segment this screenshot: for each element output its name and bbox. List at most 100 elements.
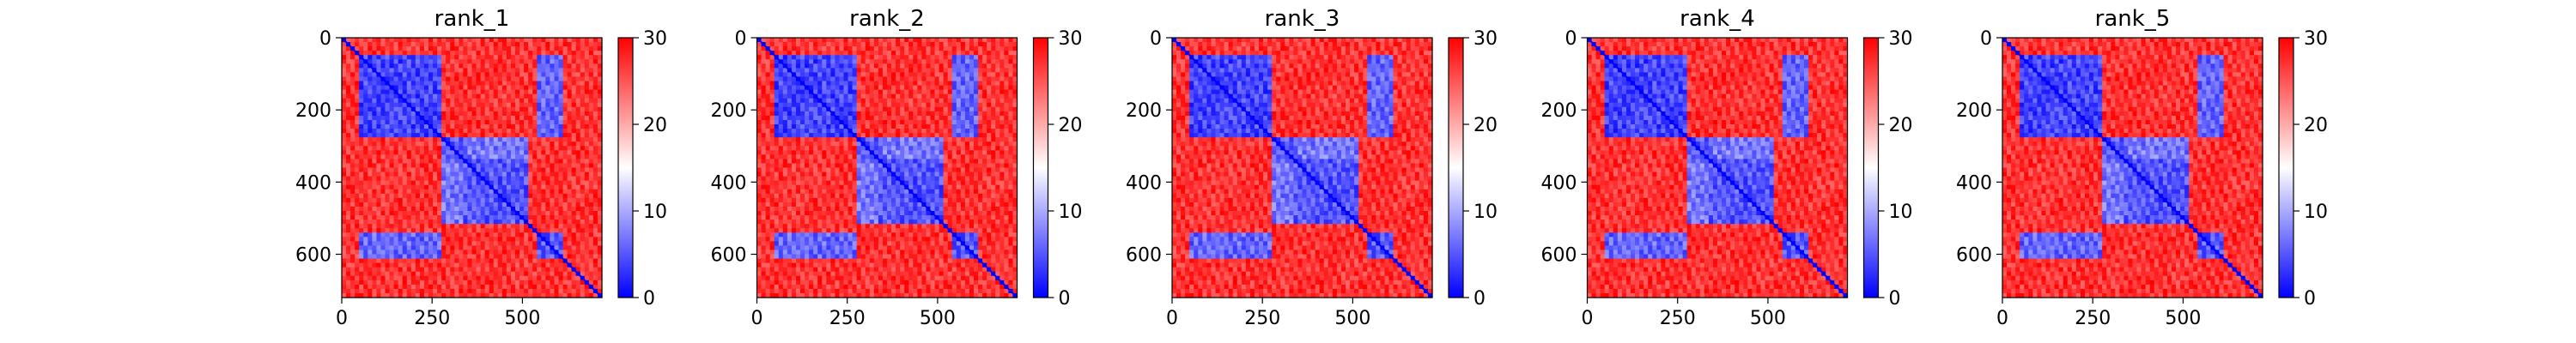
heatmap-cell bbox=[541, 46, 546, 51]
heatmap-cell bbox=[385, 267, 391, 273]
heatmap-cell bbox=[519, 197, 525, 203]
heatmap-cell bbox=[476, 98, 482, 104]
heatmap-cell bbox=[839, 38, 845, 43]
heatmap-cell bbox=[380, 241, 386, 246]
heatmap-cell bbox=[476, 93, 482, 99]
heatmap-cell bbox=[368, 51, 373, 56]
heatmap-cell bbox=[524, 258, 529, 264]
heatmap-cell bbox=[550, 38, 556, 43]
heatmap-cell bbox=[995, 119, 1000, 125]
heatmap-cell bbox=[476, 284, 482, 290]
heatmap-cell bbox=[376, 55, 382, 60]
heatmap-cell bbox=[497, 232, 503, 238]
heatmap-cell bbox=[826, 51, 831, 56]
heatmap-cell bbox=[446, 176, 451, 182]
heatmap-cell bbox=[428, 159, 434, 165]
heatmap-cell bbox=[800, 106, 805, 112]
heatmap-cell bbox=[350, 119, 355, 125]
heatmap-cell bbox=[904, 133, 909, 138]
heatmap-cell bbox=[450, 271, 455, 277]
heatmap-cell bbox=[342, 237, 347, 242]
heatmap-cell bbox=[524, 275, 529, 281]
heatmap-cell bbox=[389, 93, 395, 99]
heatmap-cell bbox=[368, 280, 373, 286]
heatmap-cell bbox=[554, 184, 560, 190]
heatmap-cell bbox=[467, 211, 473, 216]
heatmap-cell bbox=[471, 284, 477, 290]
heatmap-cell bbox=[519, 98, 525, 104]
heatmap-cell bbox=[350, 137, 355, 142]
heatmap-cell bbox=[419, 197, 425, 203]
heatmap-cell bbox=[459, 271, 464, 277]
heatmap-cell bbox=[934, 72, 940, 78]
heatmap-cell bbox=[471, 245, 477, 251]
heatmap-cell bbox=[995, 102, 1000, 108]
heatmap-cell bbox=[913, 85, 918, 91]
heatmap-cell bbox=[545, 46, 550, 51]
heatmap-cell bbox=[562, 124, 568, 129]
heatmap-cell bbox=[389, 76, 395, 82]
heatmap-cell bbox=[415, 72, 421, 78]
heatmap-cell bbox=[588, 98, 594, 104]
heatmap-cell bbox=[756, 89, 762, 95]
heatmap-cell bbox=[380, 284, 386, 290]
heatmap-cell bbox=[524, 228, 529, 233]
heatmap-cell bbox=[860, 55, 866, 60]
heatmap-cell bbox=[480, 163, 486, 169]
heatmap-cell bbox=[554, 81, 560, 87]
heatmap-cell bbox=[398, 81, 404, 87]
heatmap-cell bbox=[558, 262, 564, 268]
heatmap-cell bbox=[493, 280, 499, 286]
heatmap-cell bbox=[817, 55, 823, 60]
heatmap-cell bbox=[774, 133, 780, 138]
heatmap-cell bbox=[437, 280, 442, 286]
heatmap-cell bbox=[376, 215, 382, 220]
heatmap-cell bbox=[489, 275, 495, 281]
heatmap-cell bbox=[515, 119, 520, 125]
heatmap-cell bbox=[459, 150, 464, 155]
heatmap-cell bbox=[571, 81, 577, 87]
heatmap-cell bbox=[584, 232, 590, 238]
heatmap-cell bbox=[580, 167, 586, 173]
heatmap-cell bbox=[433, 206, 438, 212]
heatmap-cell bbox=[584, 189, 590, 195]
heatmap-cell bbox=[974, 111, 979, 117]
heatmap-cell bbox=[524, 176, 529, 182]
heatmap-cell bbox=[497, 72, 503, 78]
heatmap-cell bbox=[467, 81, 473, 87]
heatmap-cell bbox=[537, 215, 542, 220]
heatmap-cell bbox=[406, 220, 412, 225]
heatmap-cell bbox=[562, 85, 568, 91]
heatmap-cell bbox=[437, 55, 442, 60]
heatmap-cell bbox=[1012, 93, 1018, 99]
heatmap-cell bbox=[532, 72, 538, 78]
heatmap-cell bbox=[887, 119, 892, 125]
heatmap-cell bbox=[510, 150, 516, 155]
heatmap-cell bbox=[558, 85, 564, 91]
heatmap-cell bbox=[524, 72, 529, 78]
heatmap-cell bbox=[1012, 106, 1018, 112]
heatmap-cell bbox=[450, 280, 455, 286]
heatmap-cell bbox=[934, 115, 940, 121]
heatmap-cell bbox=[887, 133, 892, 138]
heatmap-cell bbox=[380, 98, 386, 104]
heatmap-cell bbox=[493, 146, 499, 151]
heatmap-cell bbox=[575, 184, 581, 190]
heatmap-cell bbox=[419, 154, 425, 159]
heatmap-cell bbox=[480, 38, 486, 43]
heatmap-cell bbox=[519, 202, 525, 208]
heatmap-cell bbox=[575, 241, 581, 246]
heatmap-cell bbox=[423, 258, 429, 264]
heatmap-cell bbox=[891, 72, 896, 78]
heatmap-cell bbox=[471, 202, 477, 208]
heatmap-cell bbox=[415, 237, 421, 242]
heatmap-cell bbox=[393, 133, 399, 138]
heatmap-cell bbox=[467, 184, 473, 190]
heatmap-cell bbox=[467, 55, 473, 60]
heatmap-cell bbox=[882, 76, 888, 82]
heatmap-cell bbox=[528, 292, 533, 298]
heatmap-cell bbox=[380, 275, 386, 281]
heatmap-cell bbox=[406, 85, 412, 91]
heatmap-cell bbox=[506, 172, 512, 178]
heatmap-cell bbox=[410, 137, 416, 142]
